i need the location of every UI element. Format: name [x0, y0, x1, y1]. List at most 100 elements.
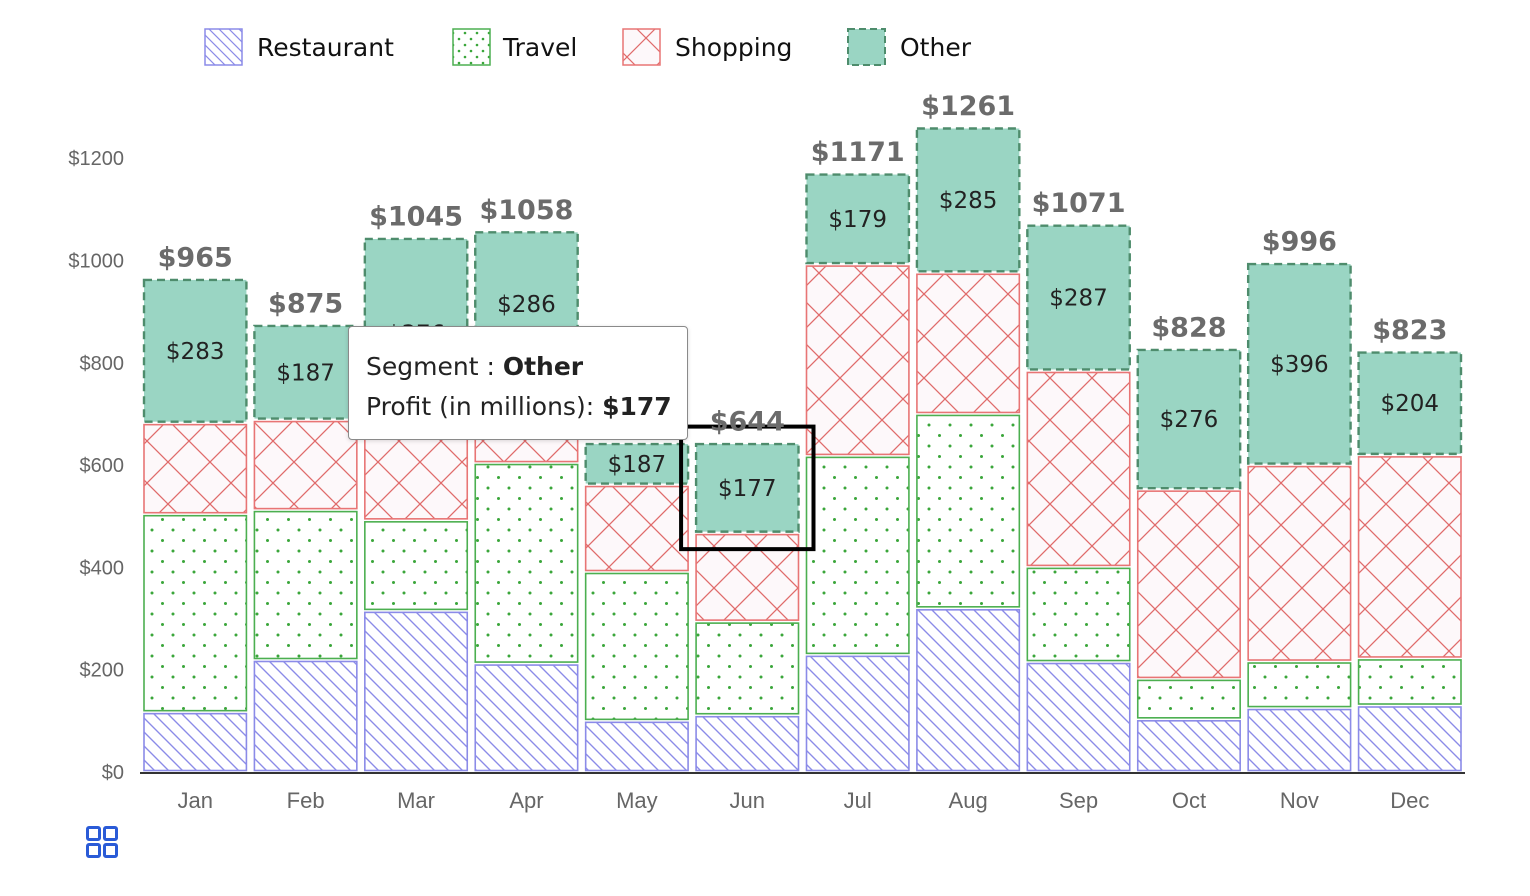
inner-value-label: $283	[166, 339, 225, 365]
total-value-label: $996	[1262, 227, 1337, 258]
bar-segment-other-oct[interactable]	[1136, 348, 1242, 490]
bar-segment-restaurant-jan[interactable]	[143, 712, 248, 772]
grid-menu-icon[interactable]	[86, 826, 118, 858]
legend-label-travel: Travel	[502, 33, 577, 62]
bar-segment-restaurant-jul[interactable]	[805, 655, 910, 772]
inner-value-label: $287	[1049, 286, 1108, 312]
x-tick-label: May	[616, 788, 658, 813]
x-tick-label: Jan	[177, 788, 212, 813]
highlight-box	[679, 424, 816, 552]
bar-segment-shopping-sep[interactable]	[1026, 371, 1131, 567]
tooltip-segment-value: Other	[502, 352, 584, 381]
legend-item-travel[interactable]: Travel	[452, 28, 577, 66]
bar-segment-travel-apr[interactable]	[474, 463, 579, 663]
x-tick-label: Sep	[1059, 788, 1098, 813]
bar-segment-restaurant-dec[interactable]	[1357, 706, 1462, 772]
bar-segment-other-dec[interactable]	[1357, 351, 1463, 456]
x-tick-label: Feb	[287, 788, 325, 813]
y-tick-label: $800	[80, 353, 125, 375]
tooltip-segment-row: Segment : Other	[366, 347, 671, 387]
bar-segment-shopping-may[interactable]	[584, 485, 689, 572]
bar-segment-other-jul[interactable]	[805, 173, 911, 265]
bar-segment-shopping-jul[interactable]	[805, 265, 910, 456]
tooltip: Segment : Other Profit (in millions): $1…	[348, 326, 688, 440]
inner-value-label: $276	[1160, 407, 1219, 433]
bar-segment-shopping-jan[interactable]	[143, 423, 248, 514]
bar-segment-other-sep[interactable]	[1026, 224, 1131, 371]
total-value-label: $875	[268, 288, 343, 319]
bar-segment-other-jun[interactable]	[694, 442, 800, 533]
total-value-label: $1045	[369, 201, 463, 232]
bar-segment-travel-aug[interactable]	[916, 414, 1021, 608]
inner-value-label: $187	[276, 360, 335, 386]
x-tick-label: Oct	[1172, 788, 1206, 813]
bars	[142, 127, 1463, 772]
legend-item-restaurant[interactable]: Restaurant	[204, 28, 394, 66]
bar-segment-restaurant-sep[interactable]	[1026, 662, 1131, 772]
bar-segment-restaurant-feb[interactable]	[253, 660, 358, 772]
bar-segment-other-nov[interactable]	[1246, 262, 1352, 465]
x-tick-label: Mar	[397, 788, 435, 813]
legend-swatch-travel	[452, 28, 491, 66]
x-axis: Jan Feb Mar Apr May Jun Jul Aug Sep Oct Nov Dec	[140, 772, 1465, 813]
legend-item-shopping[interactable]: Shopping	[622, 28, 792, 66]
legend-swatch-restaurant	[204, 28, 243, 66]
legend-label-restaurant: Restaurant	[257, 33, 394, 62]
inner-value-label: $286	[497, 292, 556, 318]
x-tick-label: Jul	[844, 788, 872, 813]
bar-segment-travel-sep[interactable]	[1026, 567, 1131, 662]
bar-segment-travel-nov[interactable]	[1247, 662, 1352, 708]
bar-segment-other-feb[interactable]	[253, 324, 359, 420]
bar-segment-other-may[interactable]	[584, 442, 690, 485]
bar-segment-travel-jul[interactable]	[805, 456, 910, 655]
y-tick-label: $0	[102, 762, 124, 784]
bar-segment-shopping-nov[interactable]	[1247, 465, 1352, 661]
bar-segment-restaurant-aug[interactable]	[916, 609, 1021, 772]
total-value-label: $1171	[811, 137, 905, 168]
bar-segment-restaurant-mar[interactable]	[364, 611, 469, 772]
tooltip-value-row: Profit (in millions): $177	[366, 387, 672, 427]
total-value-label: $823	[1372, 315, 1447, 346]
bar-segment-shopping-oct[interactable]	[1136, 490, 1241, 679]
bar-segment-restaurant-may[interactable]	[584, 721, 689, 772]
x-tick-label: Jun	[730, 788, 765, 813]
bar-segment-shopping-aug[interactable]	[916, 273, 1021, 414]
bar-segment-restaurant-nov[interactable]	[1247, 708, 1352, 772]
bar-segment-travel-oct[interactable]	[1136, 679, 1241, 719]
legend-swatch-shopping	[622, 28, 661, 66]
tooltip-value-value: $177	[602, 392, 672, 421]
bar-segment-travel-may[interactable]	[584, 572, 689, 721]
inner-value-label: $179	[828, 207, 887, 233]
legend: Restaurant Travel Shopping Other	[204, 28, 972, 66]
bar-segment-other-jan[interactable]	[142, 278, 248, 423]
tooltip-value-key: Profit (in millions):	[366, 392, 603, 421]
total-value-label: $1261	[921, 91, 1015, 122]
bar-segment-travel-jan[interactable]	[143, 514, 248, 712]
data-labels: $283$965$187$875$376$1045$286$1058$187$1…	[158, 91, 1448, 502]
bar-segment-travel-dec[interactable]	[1357, 659, 1462, 705]
bar-segment-restaurant-apr[interactable]	[474, 664, 579, 772]
bar-segment-shopping-feb[interactable]	[253, 420, 358, 510]
bar-segment-restaurant-oct[interactable]	[1136, 720, 1241, 772]
bar-segment-travel-jun[interactable]	[695, 622, 800, 715]
x-tick-label: Aug	[949, 788, 988, 813]
bar-segment-travel-feb[interactable]	[253, 510, 358, 660]
bar-segment-other-aug[interactable]	[915, 127, 1021, 273]
total-value-label: $1058	[479, 195, 573, 226]
x-tick-label: Dec	[1390, 788, 1429, 813]
bar-segment-restaurant-jun[interactable]	[695, 715, 800, 772]
bar-segment-travel-mar[interactable]	[364, 521, 469, 611]
total-value-label: $1071	[1032, 188, 1126, 219]
inner-value-label: $396	[1270, 352, 1329, 378]
bar-segment-shopping-dec[interactable]	[1357, 456, 1462, 658]
inner-value-label: $204	[1381, 391, 1440, 417]
x-tick-label: Nov	[1280, 788, 1319, 813]
legend-swatch-other	[847, 28, 886, 66]
bar-segment-shopping-mar[interactable]	[364, 430, 469, 520]
y-tick-label: $1000	[68, 251, 124, 273]
y-tick-label: $600	[80, 455, 125, 477]
legend-item-other[interactable]: Other	[847, 28, 972, 66]
y-tick-label: $400	[80, 557, 125, 579]
